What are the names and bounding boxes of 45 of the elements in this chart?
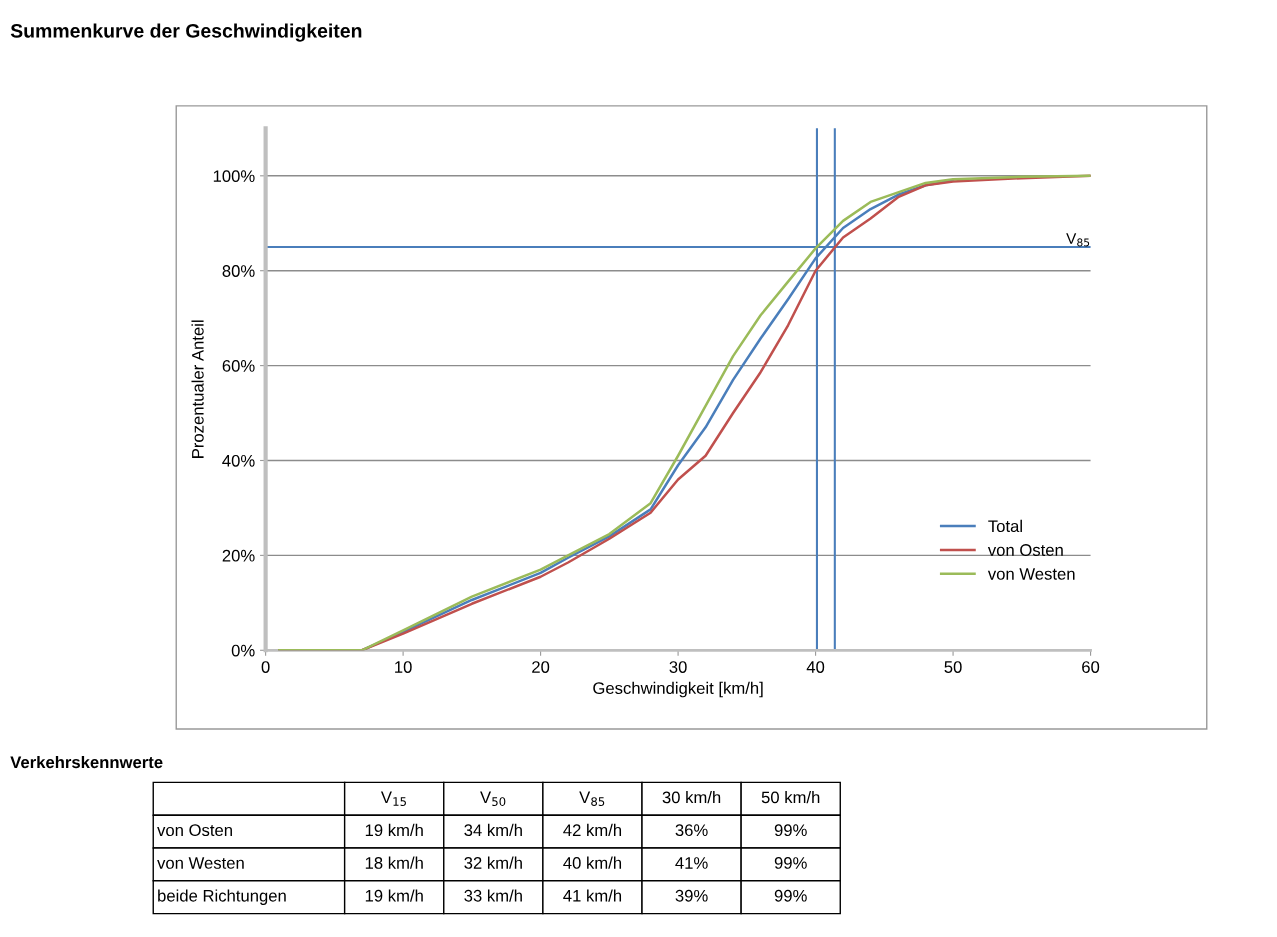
text: 99% xyxy=(774,889,807,902)
y-tick-label: 100% xyxy=(213,170,255,183)
text: 36% xyxy=(675,824,708,837)
text: 42 km/h xyxy=(563,823,622,837)
legend-label: von Osten xyxy=(987,544,1063,556)
x-axis-title: Geschwindigkeit [km/h] xyxy=(593,681,763,698)
text: von Osten xyxy=(157,824,232,837)
x-tick-label: 0 xyxy=(261,661,270,673)
text: von Westen xyxy=(157,857,244,869)
y-tick-label: 20% xyxy=(222,549,255,562)
text: 19 km/h xyxy=(365,889,423,902)
text: 30 km/h xyxy=(662,791,721,804)
text: beide Richtungen xyxy=(158,889,286,905)
text: 41% xyxy=(675,857,708,869)
text: 33 km/h xyxy=(464,889,522,902)
x-tick-label: 60 xyxy=(1082,661,1100,673)
y-tick-label: 40% xyxy=(222,454,255,467)
y-axis-title: Prozentualer Anteil xyxy=(191,320,204,458)
text: 39% xyxy=(675,889,708,902)
x-tick-label: 30 xyxy=(669,661,687,673)
legend-label: Total xyxy=(988,519,1022,533)
text: 19 km/h xyxy=(365,823,423,837)
text: 99% xyxy=(774,824,807,837)
text: 50 km/h xyxy=(761,791,820,804)
text: 34 km/h xyxy=(464,823,522,837)
x-tick-label: 20 xyxy=(532,661,550,673)
x-tick-label: 50 xyxy=(944,661,962,673)
x-tick-label: 10 xyxy=(395,661,412,673)
text: 32 km/h xyxy=(464,856,522,869)
text: V$_{15}$ xyxy=(380,791,406,806)
text: 40 km/h xyxy=(563,856,622,869)
y-tick-label: 60% xyxy=(222,360,255,372)
text: 18 km/h xyxy=(365,856,423,869)
x-tick-label: 40 xyxy=(806,661,825,673)
text: 41 km/h xyxy=(563,889,622,902)
text: Verkehrskennwerte xyxy=(10,755,163,769)
y-tick-label: 0% xyxy=(231,644,255,657)
y-tick-label: 80% xyxy=(222,265,255,277)
ref-line-label: V$_{85}$ xyxy=(1066,233,1090,247)
text: 99% xyxy=(774,857,807,869)
line-series xyxy=(278,174,1091,651)
chart-title: Summenkurve der Geschwindigkeiten xyxy=(10,23,362,42)
text: V$_{85}$ xyxy=(579,791,605,806)
text: V$_{50}$ xyxy=(480,791,506,806)
legend-label: von Westen xyxy=(987,568,1075,580)
